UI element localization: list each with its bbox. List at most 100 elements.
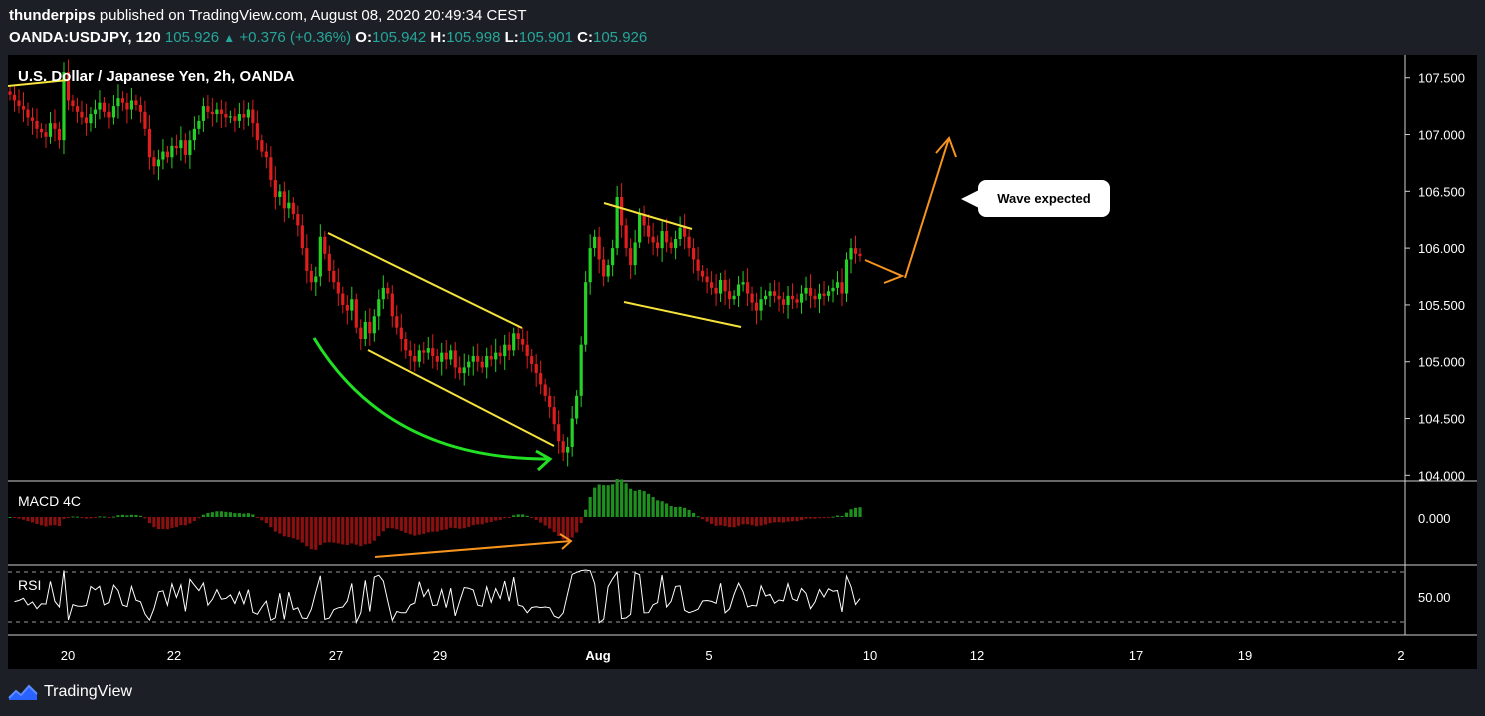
macd-bar [98, 516, 102, 518]
candle-body [700, 270, 705, 277]
macd-bar [161, 517, 165, 530]
candle-body [354, 299, 358, 328]
candle-body [853, 248, 858, 254]
candle-body [183, 140, 187, 155]
macd-bar [642, 491, 646, 517]
macd-divergence-arrow-head [559, 533, 573, 550]
curve-arrow[interactable] [312, 337, 551, 461]
price-tick-label: 105.000 [1418, 355, 1465, 370]
projection-arrow-long[interactable] [904, 137, 950, 279]
price-tick-label: 107.000 [1418, 128, 1465, 143]
macd-bar [251, 514, 255, 517]
macd-bar [781, 517, 786, 523]
author-name[interactable]: thunderpips [9, 7, 96, 24]
high-value: 105.998 [446, 29, 501, 46]
candle-body [485, 356, 489, 368]
candle-body [12, 94, 17, 101]
candle-body [138, 104, 143, 112]
candle-body [107, 111, 111, 118]
candle-body [561, 441, 565, 453]
candle-body [826, 291, 831, 296]
candle-body [723, 279, 727, 292]
candle-body [799, 293, 804, 303]
macd-bar [84, 517, 89, 519]
candle-body [512, 333, 516, 351]
macd-bar [80, 517, 84, 518]
macd-bar [89, 517, 93, 519]
macd-bar [683, 507, 687, 517]
macd-bar [210, 512, 214, 517]
macd-bar [507, 517, 511, 518]
macd-bar [264, 517, 268, 524]
candle-body [516, 333, 520, 339]
macd-bar [26, 517, 30, 522]
candle-body [431, 348, 435, 357]
macd-bar [377, 517, 381, 537]
candle-body [772, 291, 777, 296]
candle-body [102, 102, 107, 112]
macd-bar [48, 517, 53, 526]
candle-body [17, 100, 21, 107]
macd-bar [575, 517, 579, 533]
macd-bar [408, 517, 412, 535]
macd-bar [305, 517, 309, 547]
trendline-top-left[interactable] [8, 79, 69, 87]
candle-body [395, 316, 399, 328]
macd-label: MACD 4C [18, 493, 82, 509]
macd-bar [363, 517, 367, 545]
candle-body [539, 373, 543, 385]
candle-body [372, 316, 376, 334]
macd-bar [489, 517, 493, 522]
macd-bar [561, 517, 565, 540]
candles-group [8, 59, 862, 467]
candle-body [273, 179, 277, 197]
candle-body [669, 242, 673, 249]
chart-frame[interactable] [8, 55, 1477, 669]
macd-bar [462, 517, 466, 529]
candle-body [750, 293, 754, 303]
macd-bar [206, 512, 210, 517]
candle-body [525, 344, 529, 357]
wave-callout[interactable]: Wave expected [978, 180, 1110, 217]
price-axis[interactable]: 107.500 107.000 106.500 106.000 105.500 105.0… [1405, 71, 1465, 605]
projection-arrow-short[interactable] [864, 259, 905, 284]
candle-body [251, 109, 255, 124]
channel-lower-line[interactable] [367, 349, 555, 447]
macd-divergence-arrow[interactable] [374, 540, 572, 558]
candle-body [462, 367, 466, 374]
candle-body [228, 116, 232, 118]
time-tick-label: 17 [1129, 648, 1143, 663]
macd-bar [786, 517, 790, 522]
candle-body [179, 140, 183, 149]
candle-body [210, 111, 214, 115]
candle-body [215, 109, 219, 115]
time-tick-label: 12 [970, 648, 984, 663]
open-value: 105.942 [371, 29, 427, 46]
macd-bar [858, 507, 862, 517]
candle-body [66, 72, 71, 101]
projection-arrow-long-head [935, 136, 957, 158]
macd-bar [152, 517, 156, 528]
last-price: 105.926 [164, 29, 220, 46]
candle-body [530, 356, 534, 364]
candle-body [835, 282, 840, 288]
macd-bar [615, 479, 619, 517]
macd-bar [777, 517, 781, 523]
candle-body [35, 120, 39, 129]
candle-body [494, 352, 498, 360]
candle-body [21, 106, 26, 110]
macd-bar [147, 517, 152, 524]
channel-upper-line[interactable] [327, 232, 523, 329]
candle-body [763, 295, 768, 300]
candle-body [795, 299, 799, 303]
flag-lower-line[interactable] [623, 301, 742, 328]
time-axis[interactable]: 20 22 27 29 Aug 5 10 12 17 19 2 [61, 648, 1405, 663]
macd-bar [93, 517, 98, 518]
chart-svg[interactable]: 107.500 107.000 106.500 106.000 105.500 105.0… [8, 55, 1477, 669]
footer-brand[interactable]: TradingView [44, 683, 133, 700]
flag-upper-line[interactable] [603, 202, 693, 230]
candle-body [732, 295, 736, 300]
macd-bar [754, 517, 759, 527]
candle-body [327, 253, 331, 271]
candle-body [368, 321, 372, 334]
